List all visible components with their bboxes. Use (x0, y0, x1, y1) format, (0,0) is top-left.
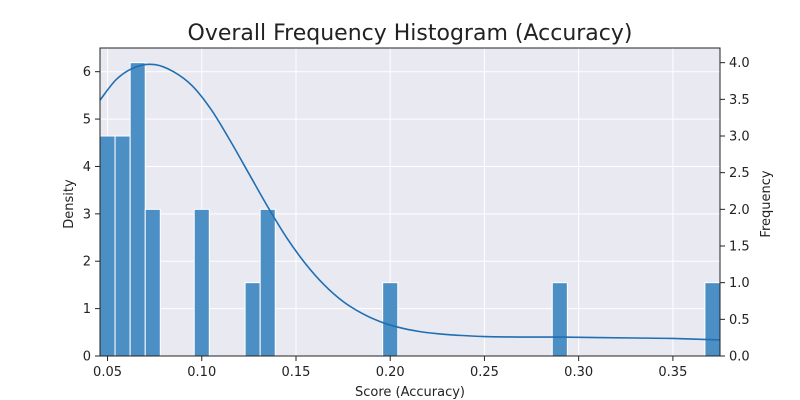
y2-axis-ticks: 0.0 0.5 1.0 1.5 2.0 2.5 3.0 3.5 4.0 (720, 56, 750, 365)
y2-tick-label: 1.0 (729, 276, 750, 291)
x-axis-label: Score (Accuracy) (355, 385, 465, 400)
histogram-bar (129, 62, 146, 357)
histogram-bar (114, 135, 131, 357)
histogram-bar (244, 282, 261, 357)
kde-curve (99, 63, 721, 341)
y2-tick-label: 2.5 (729, 166, 750, 181)
x-tick-label: 0.15 (282, 365, 311, 380)
y-tick-label: 4 (83, 160, 91, 175)
y2-tick-label: 3.0 (729, 130, 750, 145)
x-tick-label: 0.25 (470, 365, 499, 380)
y-tick-label: 1 (83, 302, 91, 317)
x-tick-label: 0.20 (376, 365, 405, 380)
y-tick-label: 2 (83, 255, 91, 270)
histogram-bar (551, 282, 568, 357)
y-tick-label: 3 (83, 207, 91, 222)
x-axis-ticks: 0.05 0.10 0.15 0.20 0.25 0.30 0.35 (93, 356, 687, 380)
y2-tick-label: 4.0 (729, 56, 750, 71)
chart-title: Overall Frequency Histogram (Accuracy) (188, 21, 633, 46)
histogram-bar (99, 135, 116, 357)
y2-tick-label: 1.5 (729, 240, 750, 255)
y2-tick-label: 3.5 (729, 93, 750, 108)
plot-frame (99, 47, 721, 357)
x-tick-label: 0.05 (93, 365, 122, 380)
histogram-bar (382, 282, 399, 357)
y-tick-label: 5 (83, 113, 91, 128)
x-tick-label: 0.10 (187, 365, 216, 380)
x-tick-label: 0.30 (564, 365, 593, 380)
histogram-bar (193, 208, 210, 357)
plot-area (100, 48, 720, 356)
y2-axis-label: Frequency (759, 170, 774, 237)
histogram-bar (144, 208, 161, 357)
y-axis-label: Density (62, 179, 77, 229)
y2-tick-label: 0.5 (729, 313, 750, 328)
histogram-bar (704, 282, 721, 357)
y-tick-label: 0 (83, 350, 91, 365)
y2-tick-label: 0.0 (729, 350, 750, 365)
x-tick-label: 0.35 (658, 365, 687, 380)
y-tick-label: 6 (83, 65, 91, 80)
y2-tick-label: 2.0 (729, 203, 750, 218)
histogram-bar (259, 208, 276, 357)
y-axis-ticks: 0 1 2 3 4 5 6 (83, 65, 100, 365)
